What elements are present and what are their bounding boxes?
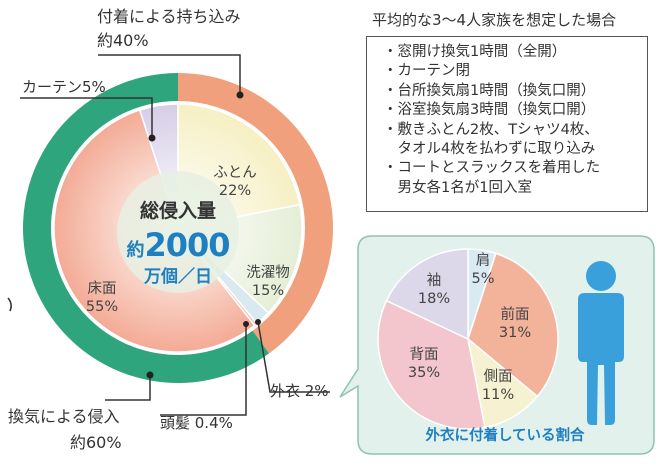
shoulder-name: 肩	[475, 253, 491, 269]
shoulder-value: 5%	[471, 271, 495, 287]
leader-line-hair	[160, 324, 247, 416]
center-unit: 万個／日	[144, 267, 212, 287]
carry-in-label: 付着による持ち込み	[97, 7, 241, 26]
shoulder-label: 肩 5%	[466, 252, 500, 288]
person-icon	[578, 261, 624, 425]
futon-label: ふとん 22%	[210, 164, 260, 200]
front-name: 前面	[500, 307, 530, 323]
scenario-item: ・浴室換気扇3時間（換気口開）	[383, 102, 596, 119]
outer-clothing-pie	[377, 248, 559, 430]
center-value: 約2000	[112, 226, 244, 264]
side-label: 側面 11%	[475, 368, 521, 404]
floor-value: 55%	[85, 299, 119, 315]
center-number: 2000	[144, 226, 230, 264]
center-title: 総侵入量	[139, 200, 216, 222]
back-name: 背面	[409, 347, 439, 363]
scenario-item: 男女各1名が1回入室	[383, 179, 532, 196]
curtain-label: カーテン5%	[22, 78, 106, 96]
leader-dot-curtain	[148, 134, 156, 142]
floor-label: 床面 55%	[80, 280, 124, 316]
slice-sleeve	[385, 248, 469, 341]
laundry-name: 洗濯物	[246, 265, 290, 281]
side-value: 11%	[481, 387, 515, 403]
front-value: 31%	[498, 325, 532, 341]
sleeve-label: 袖 18%	[414, 272, 454, 308]
center-disc	[117, 171, 239, 293]
scenario-title: 平均的な3～4人家族を想定した場合	[372, 11, 617, 29]
scenario-box: ・窓開け換気1時間（全開） ・カーテン閉 ・台所換気扇1時間（換気口開） ・浴室…	[366, 36, 648, 212]
scenario-item: ・台所換気扇1時間（換気口開）	[383, 82, 596, 99]
small-pie-title: 外衣に付着している割合	[425, 428, 585, 444]
carry-in-pct: 約40%	[97, 31, 149, 50]
scenario-item: ・窓開け換気1時間（全開）	[383, 44, 567, 60]
front-label: 前面 31%	[492, 306, 538, 342]
hair-label: 頭髪 0.4%	[160, 414, 233, 432]
outer-ring-ventilation	[23, 73, 270, 383]
slice-front	[467, 252, 559, 398]
futon-value: 22%	[218, 183, 252, 199]
laundry-value: 15%	[251, 283, 285, 299]
scenario-item: タオル4枚を払わずに取り込み	[383, 141, 596, 158]
ventilation-pct: 約60%	[70, 433, 122, 452]
leader-lines	[20, 54, 330, 416]
back-value: 35%	[407, 365, 441, 381]
leader-line-carry-in	[98, 54, 241, 95]
leader-dot-ventilation	[146, 371, 154, 379]
scenario-item: ・コートとスラックスを着用した	[383, 160, 601, 177]
floor-name: 床面	[87, 281, 117, 297]
leader-dot-outer-clothing	[255, 319, 261, 325]
outer-clothing-label: 外衣 2%	[270, 382, 329, 400]
outer-ring	[23, 73, 334, 383]
slice-back	[377, 299, 486, 430]
leader-line-ventilation	[105, 375, 151, 401]
center-approx: 約	[126, 240, 145, 261]
laundry-label: 洗濯物 15%	[238, 264, 298, 300]
leader-dot-carry-in	[236, 91, 244, 99]
leader-line-outer-clothing	[257, 321, 330, 393]
back-label: 背面 35%	[401, 346, 447, 382]
ventilation-label: 換気による侵入	[8, 407, 120, 426]
sleeve-name: 袖	[426, 273, 442, 289]
leader-dot-hair	[243, 321, 249, 327]
futon-name: ふとん	[213, 165, 257, 181]
sleeve-value: 18%	[417, 291, 451, 307]
decorative-mark	[7, 297, 12, 312]
outer-ring-carry-in	[178, 73, 334, 354]
leader-line-curtain	[20, 97, 153, 138]
scenario-item: ・カーテン閉	[383, 63, 470, 80]
side-name: 側面	[483, 369, 513, 385]
scenario-item: ・敷きふとん2枚、Tシャツ4枚、	[383, 121, 599, 138]
